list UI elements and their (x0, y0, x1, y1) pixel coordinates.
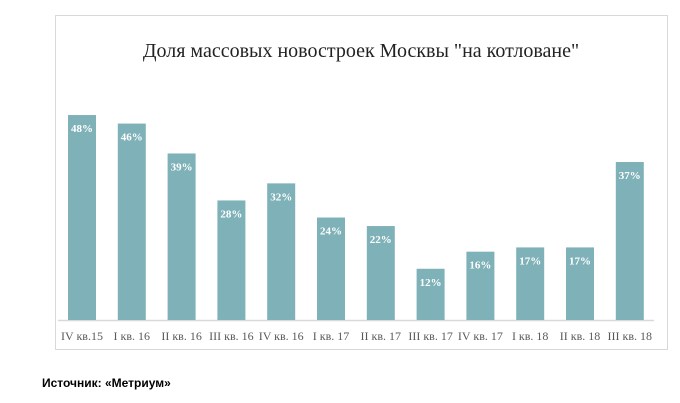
bar (267, 183, 296, 320)
x-tick-label: III кв. 18 (608, 329, 652, 343)
data-label: 16% (469, 260, 491, 272)
data-label: 12% (420, 277, 442, 289)
x-tick-label: I кв. 18 (512, 329, 549, 343)
bar (366, 226, 395, 320)
data-label: 22% (370, 234, 392, 246)
data-label: 39% (171, 161, 193, 173)
x-tick-label: I кв. 16 (114, 329, 151, 343)
x-tick-label: I кв. 17 (313, 329, 350, 343)
data-label: 24% (320, 226, 342, 238)
x-tick-label: IV кв. 17 (458, 329, 503, 343)
bar (167, 153, 196, 320)
data-label: 48% (71, 123, 93, 135)
data-label: 46% (121, 132, 143, 144)
x-tick-label: II кв. 17 (361, 329, 402, 343)
bar (217, 200, 246, 320)
data-label: 28% (220, 208, 242, 220)
bar (516, 247, 545, 320)
bar (466, 251, 495, 320)
data-label: 37% (619, 170, 641, 182)
data-label: 32% (270, 191, 292, 203)
x-tick-label: II кв. 16 (161, 329, 202, 343)
x-tick-label: IV кв. 16 (259, 329, 304, 343)
bar (317, 217, 345, 320)
bar (566, 247, 594, 320)
x-tick-label: III кв. 16 (209, 329, 253, 343)
data-label: 17% (569, 255, 591, 267)
data-label: 17% (519, 255, 541, 267)
bar (615, 162, 644, 320)
x-tick-label: III кв. 17 (408, 329, 452, 343)
bar (416, 268, 445, 320)
source-note: Источник: «Метриум» (42, 376, 171, 390)
x-tick-label: IV кв.15 (61, 329, 103, 343)
x-tick-label: II кв. 18 (560, 329, 601, 343)
chart-frame (55, 15, 668, 350)
bar (68, 115, 96, 320)
chart-title: Доля массовых новостроек Москвы "на котл… (143, 40, 579, 62)
bar (117, 123, 146, 320)
